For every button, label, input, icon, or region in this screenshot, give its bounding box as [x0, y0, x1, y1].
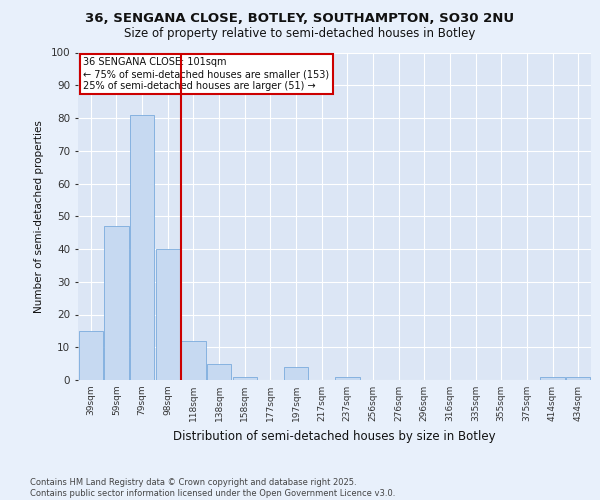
- Bar: [79, 331, 103, 380]
- Text: Contains HM Land Registry data © Crown copyright and database right 2025.
Contai: Contains HM Land Registry data © Crown c…: [30, 478, 395, 498]
- Bar: [181, 340, 206, 380]
- Bar: [233, 376, 257, 380]
- Bar: [104, 226, 128, 380]
- Bar: [335, 376, 359, 380]
- Bar: [207, 364, 231, 380]
- Text: 36, SENGANA CLOSE, BOTLEY, SOUTHAMPTON, SO30 2NU: 36, SENGANA CLOSE, BOTLEY, SOUTHAMPTON, …: [85, 12, 515, 26]
- Bar: [541, 376, 565, 380]
- Bar: [155, 249, 180, 380]
- X-axis label: Distribution of semi-detached houses by size in Botley: Distribution of semi-detached houses by …: [173, 430, 496, 442]
- Bar: [130, 114, 154, 380]
- Bar: [566, 376, 590, 380]
- Bar: [284, 367, 308, 380]
- Text: Size of property relative to semi-detached houses in Botley: Size of property relative to semi-detach…: [124, 28, 476, 40]
- Y-axis label: Number of semi-detached properties: Number of semi-detached properties: [34, 120, 44, 312]
- Text: 36 SENGANA CLOSE: 101sqm
← 75% of semi-detached houses are smaller (153)
25% of : 36 SENGANA CLOSE: 101sqm ← 75% of semi-d…: [83, 58, 329, 90]
